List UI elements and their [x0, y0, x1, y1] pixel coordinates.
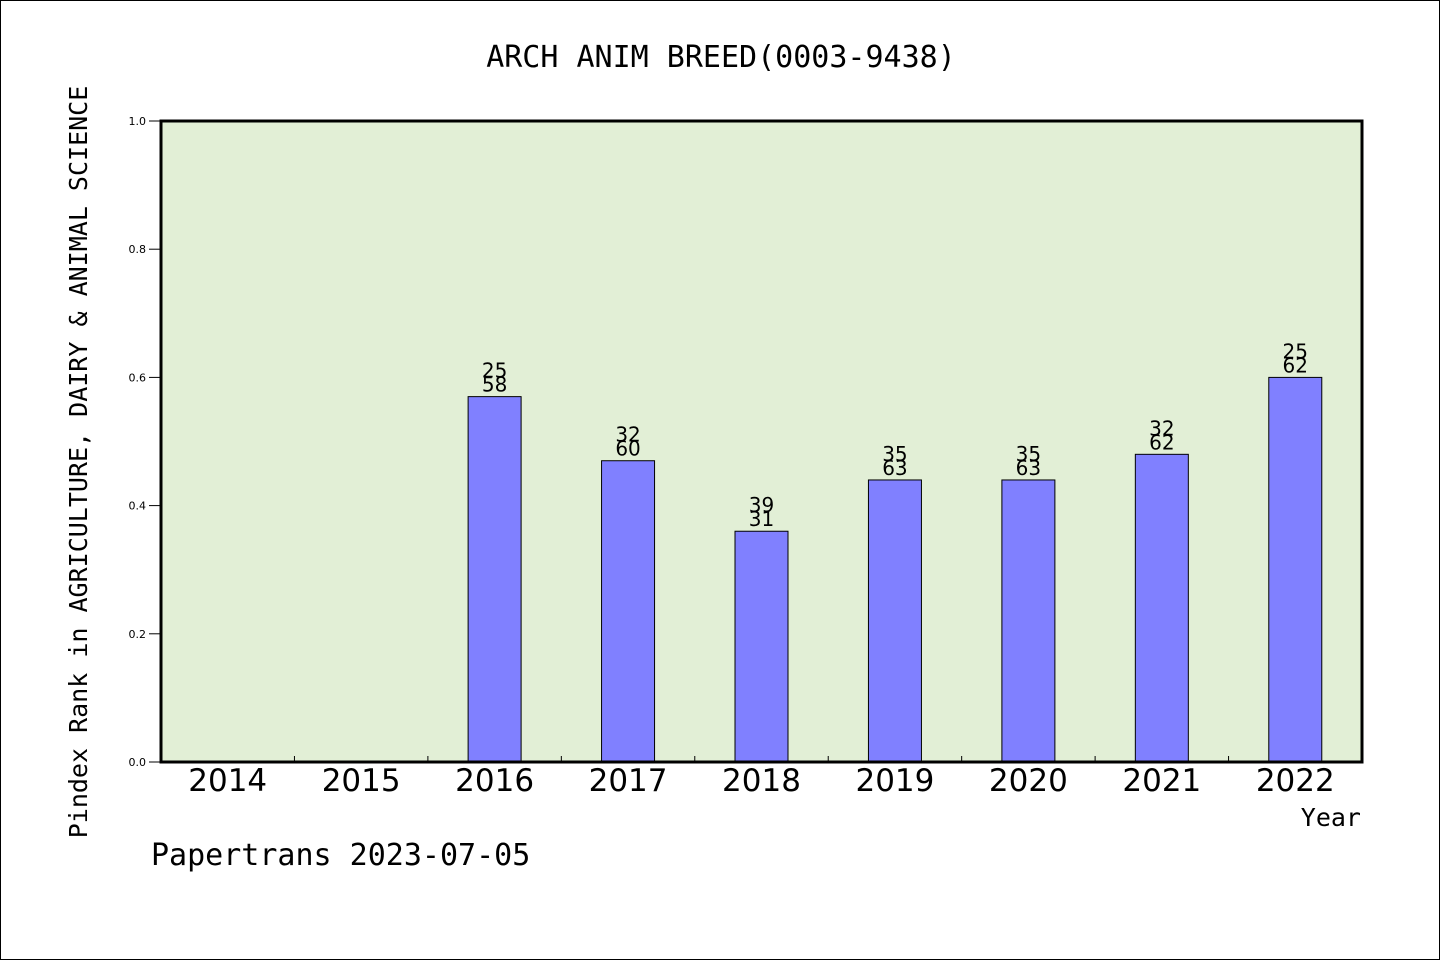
y-axis: 0.0 0.2 0.4 0.6 0.8 1.0 — [129, 115, 161, 769]
bar-label-top: 35 — [882, 442, 907, 466]
bar-label-top: 32 — [1149, 416, 1174, 440]
bar-2017 — [601, 460, 656, 763]
bar-label-top: 32 — [615, 423, 640, 447]
bar-label-bottom: 60 — [615, 437, 640, 461]
y-tick-label: 0.0 — [129, 756, 147, 769]
bar-label-top: 35 — [1016, 442, 1041, 466]
x-tick-label: 2020 — [989, 763, 1068, 799]
bar-label-bottom: 62 — [1149, 430, 1174, 454]
y-tick-label: 0.2 — [129, 628, 147, 641]
bar-2021 — [1134, 453, 1189, 763]
footer-note: Papertrans 2023-07-05 — [151, 838, 530, 873]
bar-label-top: 39 — [749, 493, 774, 517]
bar-2020 — [1001, 479, 1056, 763]
bar-2018 — [734, 530, 789, 763]
bar-label-top: 25 — [1283, 339, 1308, 363]
bar-label-bottom: 58 — [482, 373, 507, 397]
bar-label-bottom: 62 — [1283, 353, 1308, 377]
x-axis-label: Year — [1301, 803, 1361, 832]
y-axis-label: Pindex Rank in AGRICULTURE, DAIRY & ANIM… — [64, 86, 93, 839]
y-tick-label: 0.8 — [129, 243, 147, 256]
y-tick-label: 0.6 — [129, 371, 147, 384]
bar-2016 — [467, 396, 522, 763]
bar-2019 — [867, 479, 922, 763]
bar-label-bottom: 63 — [1016, 456, 1041, 480]
bar-label-bottom: 63 — [882, 456, 907, 480]
x-tick-label: 2016 — [455, 763, 534, 799]
x-tick-label: 2019 — [855, 763, 934, 799]
x-tick-label: 2022 — [1256, 763, 1335, 799]
x-axis: 2014 2015 2016 2017 2018 2019 2020 2021 2022 — [188, 756, 1335, 799]
x-tick-label: 2021 — [1122, 763, 1201, 799]
bar-label-bottom: 31 — [749, 507, 774, 531]
chart-title: ARCH ANIM BREED(0003-9438) — [486, 40, 956, 75]
x-tick-label: 2014 — [188, 763, 267, 799]
bar-label-top: 25 — [482, 359, 507, 383]
x-tick-label: 2017 — [589, 763, 668, 799]
bar-2022 — [1268, 376, 1323, 763]
y-tick-label: 1.0 — [129, 115, 147, 128]
x-tick-label: 2018 — [722, 763, 801, 799]
plot-border — [159, 119, 1364, 764]
y-tick-label: 0.4 — [129, 500, 147, 513]
bars-layer — [467, 376, 1323, 763]
x-tick-label: 2015 — [322, 763, 401, 799]
